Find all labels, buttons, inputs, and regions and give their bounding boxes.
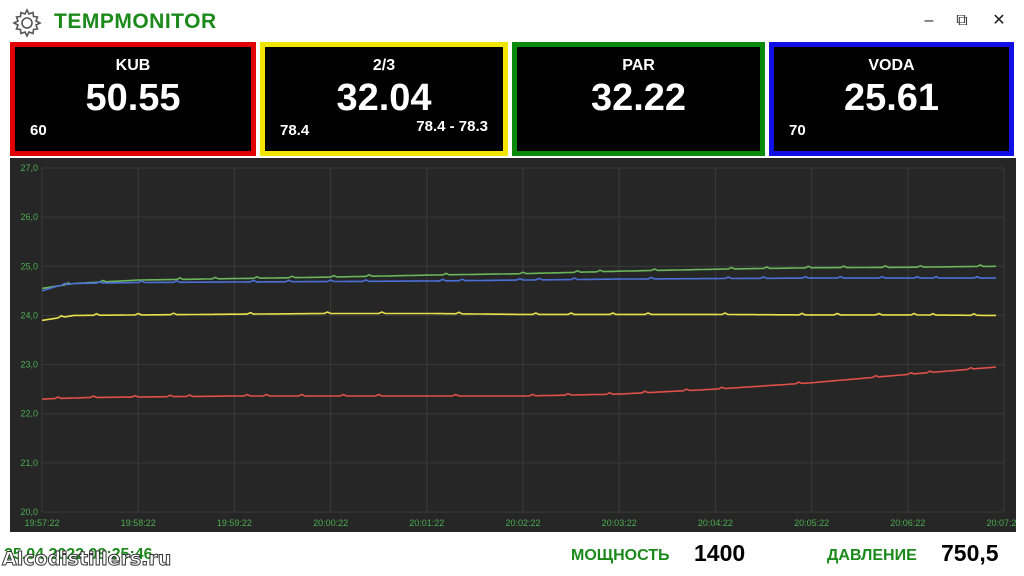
power-label: МОЩНОСТЬ: [571, 547, 670, 564]
x-tick-label: 20:04:22: [698, 518, 733, 528]
y-tick-label: 27,0: [20, 163, 38, 173]
y-tick-label: 22,0: [20, 409, 38, 419]
y-tick-label: 20,0: [20, 507, 38, 517]
pressure-label: ДАВЛЕНИЕ: [827, 547, 917, 564]
gear-icon[interactable]: [12, 8, 42, 38]
chart-background: [10, 158, 1016, 532]
panel-value: 25.61: [843, 77, 940, 119]
app-title: TEMPMONITOR: [54, 10, 217, 33]
panel-kub: KUB 50.55 60: [10, 42, 256, 156]
x-tick-label: 19:57:22: [24, 518, 59, 528]
y-tick-label: 21,0: [20, 458, 38, 468]
restore-button[interactable]: ⧉: [956, 12, 968, 29]
panel-name: KUB: [115, 57, 151, 74]
panel-name: 2/3: [372, 57, 396, 74]
title-bar: TEMPMONITOR – ⧉ ✕: [0, 0, 1024, 42]
status-footer: 25.04.2022 08:25:46 Alcodistillers.ru МО…: [0, 536, 1024, 576]
x-tick-label: 20:01:22: [409, 518, 444, 528]
x-tick-label: 20:03:22: [602, 518, 637, 528]
panel-value: 50.55: [85, 77, 181, 119]
panel-2-3: 2/3 32.04 78.4 78.4 - 78.3: [260, 42, 508, 156]
series-line-2: [41, 311, 996, 322]
x-tick-label: 19:59:22: [217, 518, 252, 528]
series-line-0: [41, 264, 996, 290]
panel-value: 32.04: [336, 77, 432, 119]
series-line-1: [41, 275, 996, 292]
series-line-3: [41, 366, 997, 400]
panel-sub-left: 78.4: [280, 122, 310, 139]
y-tick-label: 23,0: [20, 360, 38, 370]
close-button[interactable]: ✕: [992, 12, 1006, 29]
y-tick-label: 24,0: [20, 310, 38, 320]
y-tick-label: 26,0: [20, 212, 38, 222]
y-tick-label: 25,0: [20, 261, 38, 271]
x-tick-label: 19:58:22: [121, 518, 156, 528]
watermark: Alcodistillers.ru: [1, 548, 172, 571]
temperature-chart: 20,0 21,0 22,0 23,0 24,0 25,0 26,0 27,0 19:57:2…: [10, 158, 1016, 532]
panel-sub-left: 60: [30, 122, 47, 139]
x-tick-label: 20:00:22: [313, 518, 348, 528]
datetime-readout: 25.04.2022 08:25:46: [4, 546, 153, 563]
panel-sub-right: 78.4 - 78.3: [416, 118, 488, 135]
x-tick-label: 20:05:22: [794, 518, 829, 528]
panel-name: VODA: [868, 57, 915, 74]
minimize-button[interactable]: –: [924, 12, 934, 29]
pressure-value: 750,5: [941, 540, 999, 566]
panel-par: PAR 32.22: [512, 42, 765, 156]
power-value: 1400: [694, 540, 746, 566]
x-tick-label: 20:07:22: [986, 518, 1016, 528]
x-tick-label: 20:06:22: [890, 518, 925, 528]
x-tick-label: 20:02:22: [505, 518, 540, 528]
panel-sub-left: 70: [789, 122, 806, 139]
panel-value: 32.22: [590, 77, 687, 119]
panel-name: PAR: [622, 57, 655, 74]
panel-voda: VODA 25.61 70: [769, 42, 1014, 156]
